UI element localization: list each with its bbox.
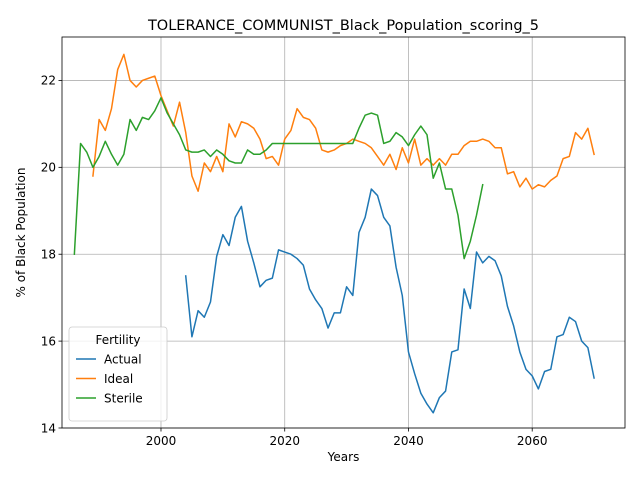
x-axis-label: Years bbox=[327, 450, 360, 464]
legend-title: Fertility bbox=[95, 333, 140, 347]
y-axis-ticks: 14 16 18 20 22 bbox=[41, 74, 62, 435]
y-tick-label: 18 bbox=[41, 248, 56, 262]
x-tick-label: 2040 bbox=[393, 434, 424, 448]
legend-items: Actual Ideal Sterile bbox=[76, 352, 143, 405]
legend: Fertility Actual Ideal Sterile bbox=[68, 326, 168, 422]
series-lines bbox=[73, 53, 595, 414]
legend-label-ideal: Ideal bbox=[104, 372, 133, 386]
x-tick-label: 2020 bbox=[269, 434, 300, 448]
y-axis-label: % of Black Population bbox=[14, 168, 28, 298]
x-axis-ticks: 2000 2020 2040 2060 bbox=[146, 428, 548, 448]
x-tick-label: 2000 bbox=[146, 434, 177, 448]
series-line-ideal bbox=[92, 53, 595, 192]
plot-frame bbox=[61, 36, 626, 429]
y-tick-label: 22 bbox=[41, 74, 56, 88]
x-tick-label: 2060 bbox=[517, 434, 548, 448]
series-line-actual bbox=[184, 188, 595, 414]
y-tick-label: 20 bbox=[41, 161, 56, 175]
y-tick-label: 16 bbox=[41, 334, 56, 348]
y-tick-label: 14 bbox=[41, 421, 56, 435]
chart-title: TOLERANCE_COMMUNIST_Black_Population_sco… bbox=[147, 18, 539, 34]
series-line-sterile bbox=[73, 97, 484, 260]
legend-label-actual: Actual bbox=[104, 352, 142, 366]
legend-label-sterile: Sterile bbox=[104, 391, 143, 405]
